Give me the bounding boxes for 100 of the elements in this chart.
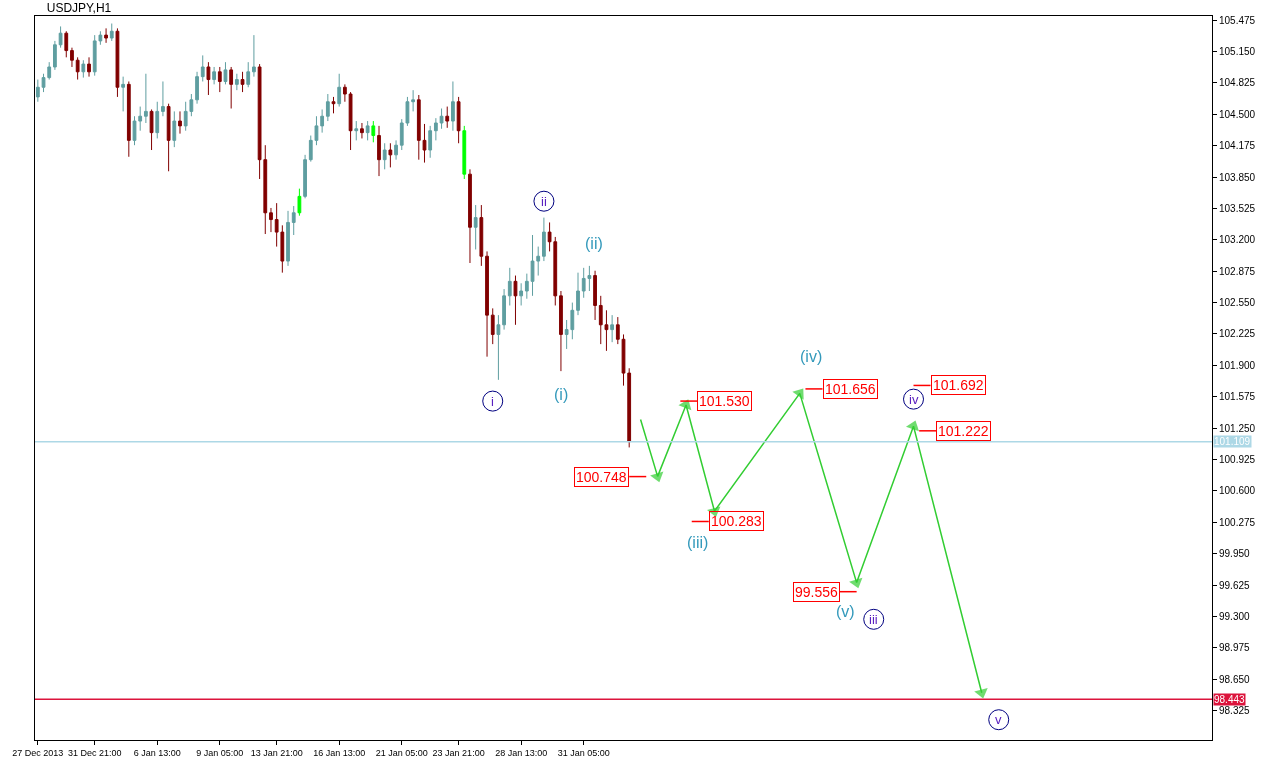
candlestick	[58, 25, 63, 49]
point	[905, 420, 919, 432]
candlestick	[490, 307, 495, 345]
candlestick	[433, 117, 438, 141]
candlestick	[64, 30, 69, 58]
x-tick-label: 28 Jan 13:00	[495, 747, 548, 758]
y-tick-label: 101.900	[1219, 359, 1256, 371]
annotation: (iii)	[687, 534, 709, 551]
candlestick	[143, 73, 148, 124]
candlestick	[371, 120, 376, 143]
y-tick-label: 99.300	[1219, 610, 1251, 622]
candlestick	[206, 61, 211, 96]
y-tick-label: 101.575	[1219, 391, 1256, 403]
y-tick-label: 98.325	[1219, 705, 1251, 717]
x-tick-label: 21 Jan 05:00	[375, 747, 428, 758]
candlestick	[115, 27, 120, 98]
candlestick	[610, 314, 615, 343]
candlestick	[149, 108, 154, 151]
point	[792, 388, 804, 400]
data-label: 101.656	[825, 381, 876, 397]
candlestick	[178, 110, 182, 135]
x-tick-label: 31 Jan 05:00	[557, 747, 610, 758]
candlestick	[81, 59, 86, 79]
candlestick	[297, 188, 302, 217]
annotation: (iv)	[800, 348, 823, 365]
candlestick	[166, 103, 171, 172]
candlestick	[451, 80, 455, 132]
x-tick-label: 16 Jan 13:00	[313, 747, 366, 758]
point	[849, 577, 863, 589]
candlestick	[240, 71, 245, 93]
candlestick	[354, 120, 359, 141]
chart-title: USDJPY,H1	[46, 1, 112, 16]
annotation: (v)	[836, 603, 855, 620]
candlestick	[428, 125, 433, 159]
candlestick	[200, 54, 205, 82]
y-tick-label: 99.950	[1219, 548, 1251, 560]
candlestick	[161, 80, 165, 117]
y-tick-label: 100.600	[1219, 485, 1256, 497]
data-label: 101.530	[699, 393, 750, 409]
candlestick	[325, 93, 330, 122]
candlestick	[439, 108, 444, 130]
candlestick	[382, 142, 387, 170]
candlestick	[269, 207, 273, 233]
y-tick-label: 103.850	[1219, 171, 1256, 183]
y-tick-label: 104.175	[1219, 140, 1256, 152]
candlestick	[360, 122, 364, 139]
x-tick-label: 9 Jan 05:00	[196, 747, 244, 758]
y-tick-label: 104.500	[1219, 108, 1256, 120]
y-tick-label: 102.875	[1219, 265, 1256, 277]
candlestick	[473, 204, 478, 250]
candlestick	[348, 91, 353, 151]
candlestick	[468, 168, 472, 264]
y-tick-label: 102.550	[1219, 297, 1256, 309]
x-tick-label: 31 Dec 21:00	[67, 747, 122, 758]
candlestick	[337, 73, 342, 108]
y-tick-label: 103.200	[1219, 234, 1256, 246]
y-tick-label: 105.475	[1219, 14, 1256, 26]
candlestick	[559, 290, 563, 372]
candlestick	[303, 154, 307, 199]
candlestick	[365, 120, 370, 141]
candlestick	[394, 139, 398, 161]
x-tick-label: 27 Dec 2013	[12, 747, 64, 758]
annotation: (i)	[554, 386, 569, 403]
candlestick	[462, 125, 467, 180]
candlestick	[70, 47, 74, 68]
candlestick	[126, 80, 131, 158]
candlestick	[212, 66, 216, 85]
y-tick-label: 102.225	[1219, 328, 1256, 340]
candlestick	[485, 250, 489, 358]
candlestick	[496, 314, 501, 381]
candlestick	[223, 61, 228, 85]
candlestick	[593, 270, 597, 321]
candlestick	[234, 73, 239, 91]
candlestick	[155, 101, 160, 139]
candlestick	[109, 23, 114, 42]
ref-line-label: 101.109	[1214, 436, 1251, 447]
candlestick	[172, 110, 177, 148]
y-tick-label: 98.975	[1219, 642, 1251, 654]
y-tick-label: 104.825	[1219, 77, 1256, 89]
candlestick	[342, 83, 347, 103]
candlestick	[331, 96, 336, 114]
ref-line-label: 98.443	[1214, 694, 1246, 705]
point	[650, 471, 664, 483]
annotation: i	[491, 394, 494, 409]
y-tick-label: 99.625	[1219, 579, 1251, 591]
data-label: 101.222	[938, 423, 989, 439]
candlestick	[53, 40, 57, 71]
y-tick-label: 100.925	[1219, 454, 1256, 465]
candlestick	[479, 204, 484, 267]
candlestick	[195, 71, 199, 105]
y-tick-label: 101.250	[1219, 422, 1256, 434]
candlestick	[121, 76, 126, 112]
candlestick	[286, 210, 290, 267]
candlestick	[411, 89, 416, 112]
candlestick	[507, 267, 512, 306]
annotation: ii	[541, 194, 547, 209]
candlestick	[542, 217, 546, 262]
y-tick-label: 103.525	[1219, 202, 1256, 214]
annotation: iii	[869, 612, 878, 627]
candlestick	[104, 27, 108, 44]
